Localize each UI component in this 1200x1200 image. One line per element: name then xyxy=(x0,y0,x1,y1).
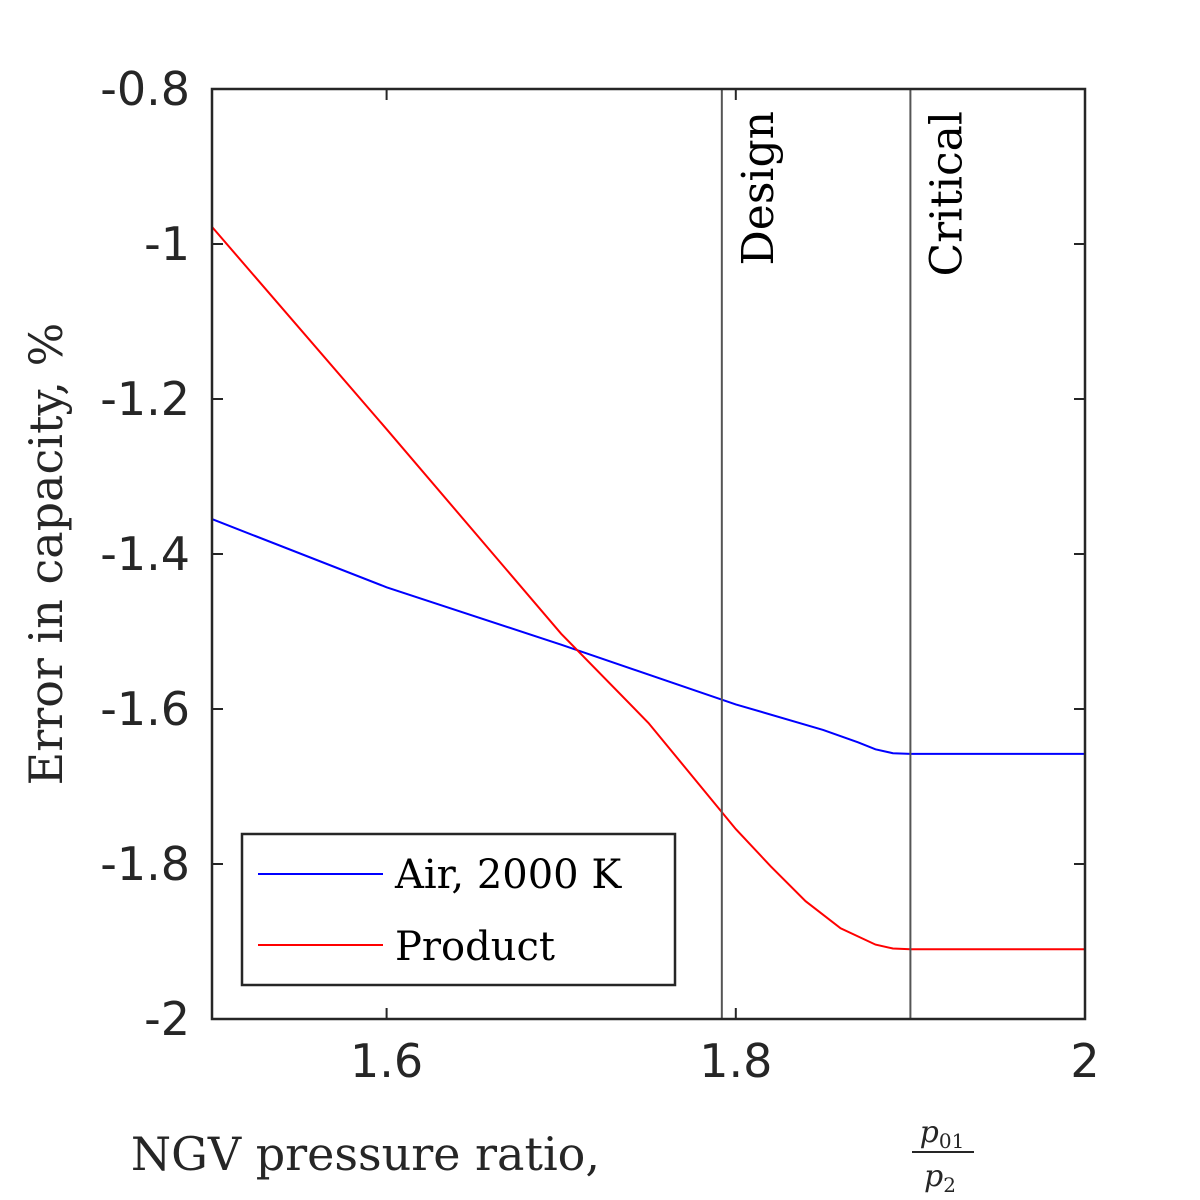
fraction-numerator: p01 xyxy=(920,1115,965,1153)
x-tick-label: 2 xyxy=(1070,1034,1099,1088)
vline-label-critical: Critical xyxy=(921,111,972,276)
legend-box xyxy=(240,832,677,987)
x-tick-label: 1.6 xyxy=(350,1034,423,1088)
x-axis-title: NGV pressure ratio, xyxy=(131,1127,600,1181)
y-tick-label: -1 xyxy=(144,217,190,271)
y-axis-title: Error in capacity, % xyxy=(19,323,73,786)
x-tick-label: 1.8 xyxy=(699,1034,772,1088)
series-line-air-2000-k xyxy=(211,518,1085,755)
y-tick-label: -1.6 xyxy=(100,682,190,736)
y-tick-label: -0.8 xyxy=(100,62,190,116)
legend-label-air: Air, 2000 K xyxy=(394,852,622,898)
axis-ticks: 1.6 1.8 2 -0.8 -1 -1.2 -1.4 -1.6 -1.8 -2 xyxy=(100,62,1099,1088)
y-tick-label: -1.4 xyxy=(100,527,190,581)
legend-label-product: Product xyxy=(395,924,555,970)
y-tick-label: -2 xyxy=(144,992,190,1046)
vline-label-design: Design xyxy=(733,111,784,265)
legend: Air, 2000 K Product xyxy=(240,832,677,987)
y-tick-label: -1.2 xyxy=(100,372,190,426)
y-tick-label: -1.8 xyxy=(100,837,190,891)
x-axis-fraction: p01 p2 xyxy=(912,1115,974,1197)
reference-lines: Design Critical xyxy=(720,89,972,1019)
fraction-denominator: p2 xyxy=(924,1159,956,1197)
